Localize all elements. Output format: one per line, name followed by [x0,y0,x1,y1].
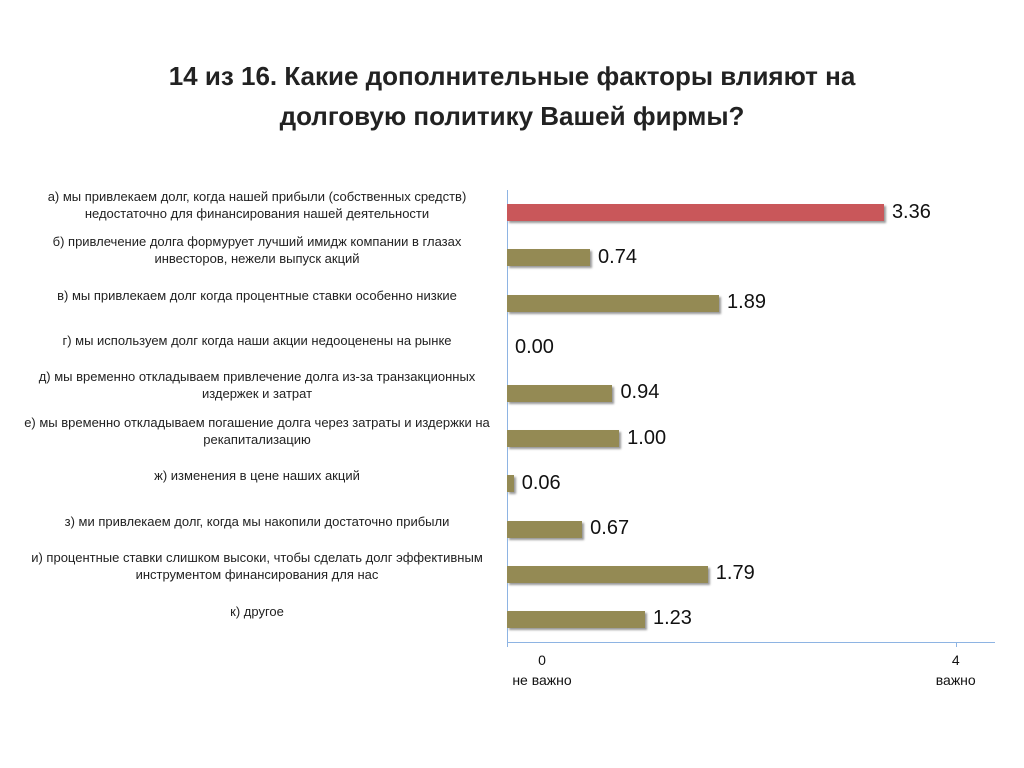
bar [507,475,514,493]
value-label: 0.06 [521,471,561,494]
bar [507,249,591,267]
category-label: к) другое [230,603,284,619]
bar [507,384,613,402]
value-label: 3.36 [891,200,931,223]
x-tick-label: 4 [951,652,960,668]
category-label: д) мы временно откладываем привлечение д… [38,369,476,402]
x-tick-label: 0 [538,652,546,668]
category-label: б) привлечение долга формурует лучший им… [52,233,462,266]
bar [507,430,620,448]
value-label: 0.94 [620,381,660,404]
tick-mark [507,642,508,647]
chart-title: 14 из 16. Какие дополнительные факторы в… [168,61,856,131]
value-label: 1.89 [727,291,766,313]
category-label: е) мы временно откладываем погашение дол… [24,414,490,447]
value-label: 0.00 [515,336,554,359]
bar [507,294,720,312]
category-label: з) ми привлекаем долг, когда мы накопили… [64,513,450,529]
value-label: 1.79 [715,562,755,585]
y-axis [507,190,508,642]
bar [507,610,645,628]
value-label: 0.67 [590,517,630,539]
category-label: г) мы используем долг когда наши акции н… [62,332,452,348]
tick-mark [955,642,957,647]
value-label: 1.23 [652,607,692,630]
category-label: ж) изменения в цене наших акций [154,468,360,484]
x-tick-note: не важно [512,672,572,688]
bar [507,204,884,222]
category-label: и) процентные ставки слишком высоки, что… [31,550,483,583]
bar [507,565,708,583]
x-axis [507,642,995,643]
x-tick-note: важно [935,672,976,688]
category-label: в) мы привлекаем долг когда процентные с… [57,287,457,303]
value-label: 0.74 [598,245,637,268]
category-label: а) мы привлекаем долг, когда нашей прибы… [47,188,467,221]
value-label: 1.00 [627,426,667,449]
bar [507,520,583,538]
